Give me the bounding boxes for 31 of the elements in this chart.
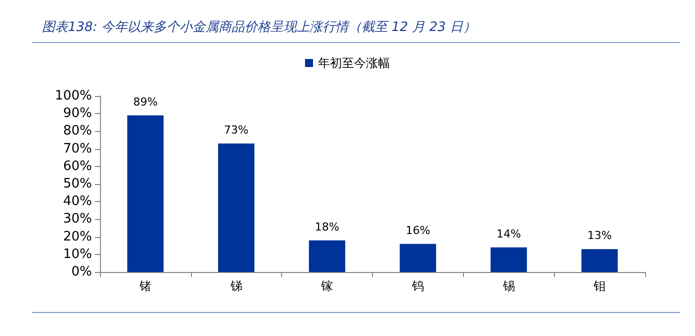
y-tick-label: 30% bbox=[63, 212, 92, 227]
y-tick-label: 0% bbox=[71, 264, 92, 280]
bar bbox=[581, 249, 618, 272]
x-tick-label: 镓 bbox=[320, 279, 334, 293]
x-tick-label: 锗 bbox=[138, 279, 152, 293]
y-tick-label: 60% bbox=[63, 158, 92, 174]
y-tick-label: 100% bbox=[54, 88, 92, 104]
y-tick-label: 80% bbox=[63, 124, 92, 139]
bar bbox=[400, 244, 436, 272]
bar bbox=[490, 247, 527, 272]
x-tick-label: 钨 bbox=[410, 279, 424, 293]
bar bbox=[127, 115, 164, 272]
data-label: 16% bbox=[406, 224, 430, 237]
y-tick-label: 40% bbox=[63, 194, 92, 210]
data-label: 13% bbox=[587, 229, 612, 242]
x-tick-label: 锑 bbox=[229, 279, 242, 293]
legend-label: 年初至今涨幅 bbox=[318, 56, 390, 70]
data-label: 73% bbox=[224, 124, 248, 137]
data-label: 14% bbox=[496, 227, 521, 240]
data-label: 89% bbox=[133, 95, 158, 108]
y-tick-label: 70% bbox=[63, 141, 92, 156]
y-tick-label: 20% bbox=[63, 229, 92, 244]
y-tick-label: 10% bbox=[63, 246, 92, 262]
bar bbox=[308, 240, 346, 272]
x-tick-label: 钼 bbox=[592, 279, 606, 293]
data-label: 18% bbox=[314, 220, 340, 234]
x-tick-label: 锡 bbox=[502, 279, 515, 293]
chart-title: 图表138: 今年以来多个小金属商品价格呈现上涨行情（截至 12 月 23 日） bbox=[42, 19, 476, 36]
y-tick-label: 50% bbox=[63, 176, 92, 192]
bar bbox=[218, 144, 254, 272]
y-tick-label: 90% bbox=[63, 106, 92, 122]
